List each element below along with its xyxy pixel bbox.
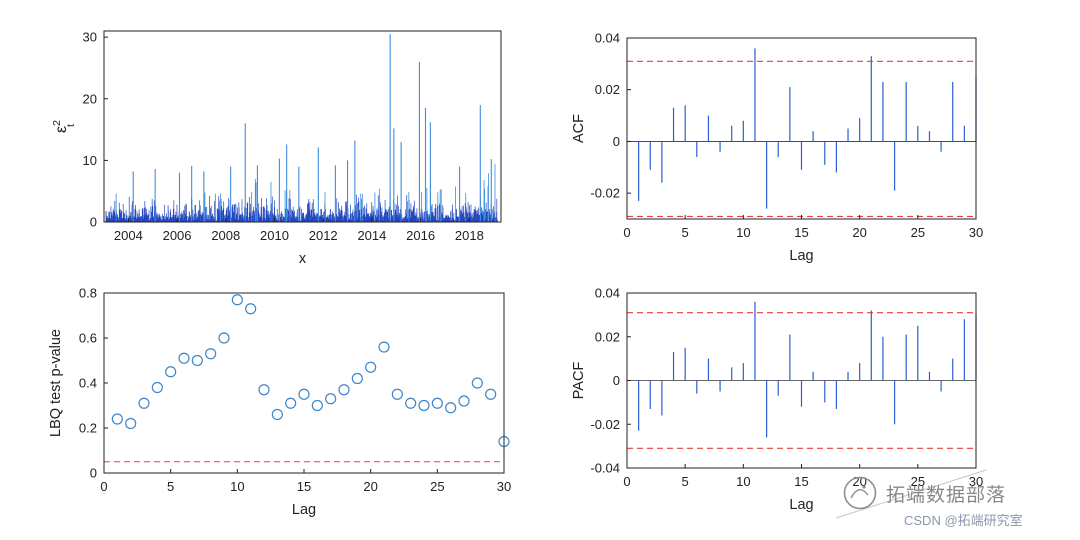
pacf-stem-plot: 0 5 10 15 20 25 30 -0.04 -0.02 0 0.02 0.04 Lag PACF — [557, 278, 996, 528]
svg-text:ACF: ACF — [571, 114, 587, 143]
acf-stem-plot: 0 5 10 15 20 25 30 -0.02 0 0.02 0.04 Lag ACF — [557, 23, 996, 279]
svg-text:25: 25 — [911, 225, 925, 240]
svg-text:30: 30 — [83, 30, 97, 45]
svg-text:x: x — [299, 251, 307, 267]
svg-text:2006: 2006 — [163, 228, 192, 243]
svg-text:15: 15 — [794, 474, 808, 489]
svg-text:20: 20 — [852, 225, 866, 240]
svg-text:5: 5 — [682, 225, 689, 240]
svg-text:0.02: 0.02 — [595, 82, 620, 97]
svg-text:Lag: Lag — [292, 502, 316, 518]
svg-text:20: 20 — [363, 479, 377, 494]
svg-text:0: 0 — [90, 466, 97, 481]
svg-text:0.8: 0.8 — [79, 286, 97, 301]
svg-text:5: 5 — [167, 479, 174, 494]
svg-text:20: 20 — [83, 91, 97, 106]
svg-text:PACF: PACF — [571, 362, 587, 400]
svg-text:-0.04: -0.04 — [590, 461, 620, 476]
svg-text:15: 15 — [297, 479, 311, 494]
svg-text:Lag: Lag — [789, 497, 813, 513]
svg-text:30: 30 — [497, 479, 511, 494]
svg-text:0: 0 — [623, 225, 630, 240]
svg-text:2012: 2012 — [309, 228, 338, 243]
residuals-chart-svg: 2004 2006 2008 2010 2012 2014 2016 2018 0 10 20 30 x… — [51, 30, 502, 267]
svg-text:25: 25 — [430, 479, 444, 494]
svg-text:0: 0 — [90, 215, 97, 230]
svg-text:5: 5 — [682, 474, 689, 489]
svg-text:0.6: 0.6 — [79, 331, 97, 346]
svg-text:30: 30 — [969, 225, 983, 240]
svg-text:Lag: Lag — [789, 248, 813, 264]
svg-text:LBQ test p-value: LBQ test p-value — [48, 329, 64, 437]
svg-text:0.04: 0.04 — [595, 31, 620, 46]
acf-chart-svg: 0 5 10 15 20 25 30 -0.02 0 0.02 0.04 Lag ACF — [571, 31, 983, 265]
svg-text:2010: 2010 — [260, 228, 289, 243]
svg-text:0.02: 0.02 — [595, 329, 620, 344]
svg-text:0: 0 — [613, 134, 620, 149]
svg-text:0: 0 — [100, 479, 107, 494]
svg-text:10: 10 — [230, 479, 244, 494]
svg-text:2008: 2008 — [211, 228, 240, 243]
svg-text:0.2: 0.2 — [79, 421, 97, 436]
svg-text:-0.02: -0.02 — [590, 186, 620, 201]
svg-text:10: 10 — [736, 474, 750, 489]
svg-text:2018: 2018 — [455, 228, 484, 243]
svg-text:10: 10 — [736, 225, 750, 240]
svg-text:15: 15 — [794, 225, 808, 240]
svg-text:25: 25 — [911, 474, 925, 489]
pacf-chart-svg: 0 5 10 15 20 25 30 -0.04 -0.02 0 0.02 0.04 Lag PACF — [571, 286, 983, 514]
svg-text:0: 0 — [613, 373, 620, 388]
lbq-chart-svg: 0 5 10 15 20 25 30 0 0.2 0.4 0.6 0.8 Lag LBQ test p-v… — [48, 286, 511, 519]
lbq-pvalue-scatter-plot: 0 5 10 15 20 25 30 0 0.2 0.4 0.6 0.8 Lag LBQ test p-v… — [34, 278, 524, 533]
svg-text:0: 0 — [623, 474, 630, 489]
svg-text:ε2t: ε2 t — [51, 120, 77, 133]
svg-text:0.04: 0.04 — [595, 286, 620, 301]
svg-text:10: 10 — [83, 153, 97, 168]
svg-text:2004: 2004 — [114, 228, 143, 243]
squared-residuals-timeseries-plot: 2004 2006 2008 2010 2012 2014 2016 2018 0 10 20 30 x… — [34, 16, 521, 282]
svg-text:2014: 2014 — [357, 228, 386, 243]
svg-text:20: 20 — [852, 474, 866, 489]
svg-text:0.4: 0.4 — [79, 376, 97, 391]
svg-text:30: 30 — [969, 474, 983, 489]
svg-text:2016: 2016 — [406, 228, 435, 243]
svg-text:-0.02: -0.02 — [590, 417, 620, 432]
